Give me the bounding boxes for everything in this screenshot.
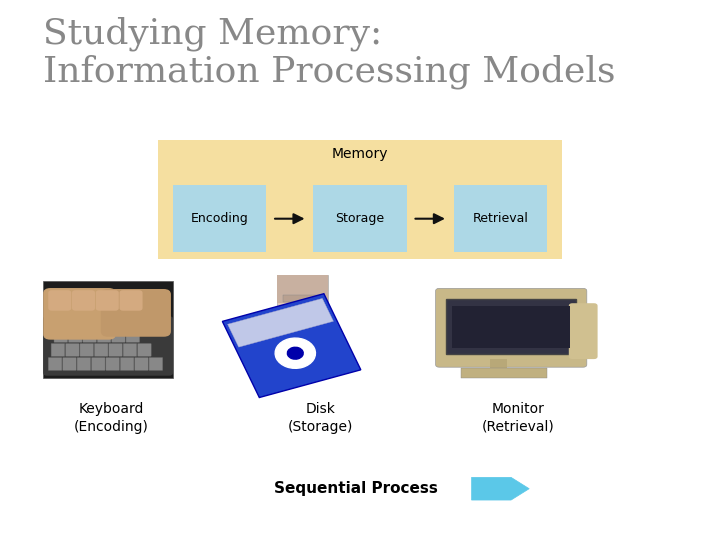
FancyBboxPatch shape [454,185,547,252]
FancyBboxPatch shape [436,288,587,367]
Text: Keyboard
(Encoding): Keyboard (Encoding) [74,402,149,434]
Text: Disk
(Storage): Disk (Storage) [288,402,353,434]
Text: Sequential Process: Sequential Process [274,481,438,496]
FancyBboxPatch shape [277,275,328,367]
FancyBboxPatch shape [77,357,91,370]
FancyBboxPatch shape [101,289,171,337]
FancyBboxPatch shape [80,343,94,356]
FancyBboxPatch shape [461,368,547,378]
Text: Studying Memory:
Information Processing Models: Studying Memory: Information Processing … [43,16,616,89]
FancyBboxPatch shape [283,308,322,316]
Text: Monitor
(Retrieval): Monitor (Retrieval) [482,402,555,434]
FancyBboxPatch shape [91,357,105,370]
FancyBboxPatch shape [106,357,120,370]
FancyBboxPatch shape [63,357,76,370]
FancyBboxPatch shape [43,288,116,340]
FancyBboxPatch shape [123,343,137,356]
FancyBboxPatch shape [446,299,576,354]
FancyBboxPatch shape [126,329,140,342]
FancyBboxPatch shape [313,185,407,252]
FancyBboxPatch shape [158,140,562,259]
FancyBboxPatch shape [54,329,68,342]
FancyBboxPatch shape [43,316,173,375]
Text: Memory: Memory [332,147,388,161]
FancyBboxPatch shape [173,185,266,252]
FancyBboxPatch shape [283,295,322,302]
FancyBboxPatch shape [135,357,148,370]
FancyBboxPatch shape [112,329,125,342]
FancyBboxPatch shape [222,294,361,397]
FancyBboxPatch shape [48,357,62,370]
FancyBboxPatch shape [490,359,507,373]
FancyBboxPatch shape [120,290,143,310]
FancyBboxPatch shape [283,335,322,343]
Text: Retrieval: Retrieval [472,212,528,225]
FancyBboxPatch shape [283,322,322,329]
FancyBboxPatch shape [569,303,598,359]
FancyBboxPatch shape [68,329,82,342]
FancyBboxPatch shape [120,357,134,370]
Polygon shape [472,477,529,500]
FancyBboxPatch shape [66,343,79,356]
FancyBboxPatch shape [109,343,122,356]
FancyBboxPatch shape [51,343,65,356]
FancyBboxPatch shape [83,329,96,342]
Text: Storage: Storage [336,212,384,225]
FancyBboxPatch shape [452,306,570,348]
Circle shape [275,338,315,368]
Text: Encoding: Encoding [191,212,248,225]
FancyBboxPatch shape [94,343,108,356]
FancyBboxPatch shape [149,357,163,370]
FancyBboxPatch shape [72,290,95,310]
FancyBboxPatch shape [277,275,328,303]
FancyBboxPatch shape [138,343,151,356]
FancyBboxPatch shape [96,290,119,310]
Circle shape [287,347,303,359]
FancyBboxPatch shape [97,329,111,342]
FancyBboxPatch shape [43,281,173,378]
FancyBboxPatch shape [228,299,333,347]
FancyBboxPatch shape [48,290,71,310]
